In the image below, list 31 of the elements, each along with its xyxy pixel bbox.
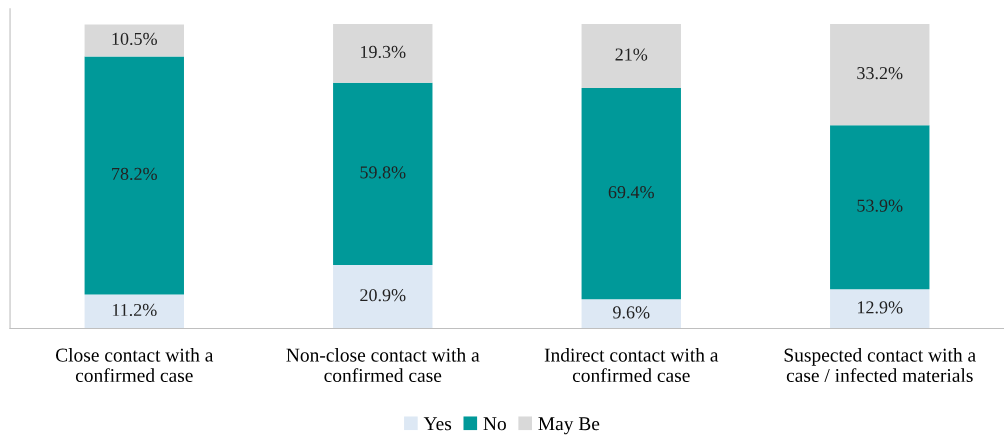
data-label: 78.2% (112, 167, 157, 181)
bar (581, 24, 681, 89)
data-label: 20.9% (360, 289, 406, 302)
data-label: 11.2% (112, 303, 157, 317)
data-label: 69.4% (608, 186, 654, 199)
data-label: 10.5% (112, 32, 157, 45)
data-label: 33.2% (857, 66, 903, 80)
x-tick-label: Indirect contact with a confirmed case (544, 348, 719, 383)
bar (84, 24, 184, 57)
legend-label: May Be (538, 417, 600, 435)
bar (333, 24, 433, 83)
x-tick-label: Close contact with a confirmed case (55, 348, 214, 383)
data-label: 53.9% (857, 199, 903, 212)
bar (830, 125, 930, 290)
bar (84, 56, 184, 295)
bar (333, 82, 433, 265)
x-tick-label: Suspected contact with a case / infected materials (784, 348, 976, 383)
x-tick-label: Non-close contact with a confirmed case (286, 348, 480, 383)
bar (84, 294, 184, 329)
data-label: 19.3% (361, 45, 406, 59)
bar (830, 24, 930, 126)
bar (581, 88, 681, 300)
data-label: 21% (615, 48, 648, 61)
data-label: 9.6% (613, 306, 650, 319)
data-label: 12.9% (858, 301, 903, 314)
data-label: 59.8% (360, 166, 406, 179)
legend-label: No (483, 417, 506, 431)
bar (333, 264, 433, 329)
bar (830, 289, 930, 329)
legend-label: Yes (423, 417, 452, 431)
bar (581, 299, 681, 329)
